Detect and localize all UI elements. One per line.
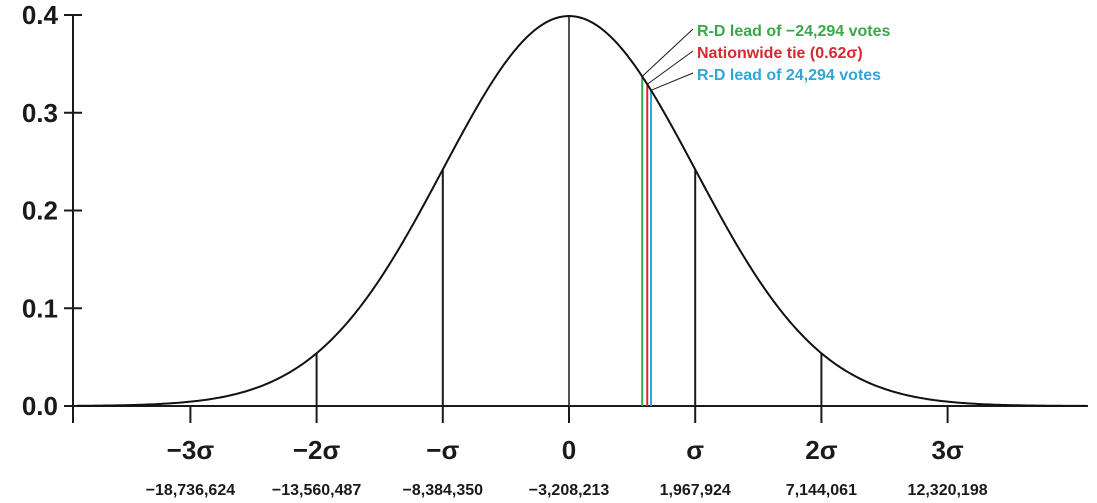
- leader-line: [650, 72, 694, 91]
- sigma-label: 0: [562, 435, 576, 465]
- y-tick-label: 0.2: [22, 196, 58, 226]
- annotation-label: Nationwide tie (0.62σ): [697, 45, 863, 62]
- vote-margin-label: 1,967,924: [660, 482, 731, 499]
- vote-margin-label: −18,736,624: [146, 482, 236, 499]
- y-axis-ticks: 0.0 0.1 0.2 0.3 0.4: [22, 0, 82, 421]
- sigma-label: σ: [686, 435, 704, 465]
- sigma-drop-lines: [315, 16, 823, 406]
- annotation-label: R-D lead of −24,294 votes: [697, 23, 891, 40]
- vote-margin-label: −13,560,487: [272, 482, 362, 499]
- y-tick-label: 0.1: [22, 293, 58, 323]
- vote-margin-label: 7,144,061: [786, 482, 857, 499]
- vote-margin-label: −8,384,350: [403, 482, 484, 499]
- normal-curve: [76, 15, 1087, 407]
- annotations: R-D lead of −24,294 votes Nationwide tie …: [641, 23, 891, 91]
- leader-line: [641, 28, 694, 77]
- y-tick-label: 0.4: [22, 0, 59, 30]
- y-tick-label: 0.0: [22, 391, 58, 421]
- reference-lines: [641, 76, 653, 406]
- sigma-label: −σ: [426, 435, 459, 465]
- sigma-label: −2σ: [293, 435, 341, 465]
- annotation-label: R-D lead of 24,294 votes: [697, 67, 881, 84]
- vote-margin-label: −3,208,213: [529, 482, 610, 499]
- sigma-label: −3σ: [167, 435, 215, 465]
- sigma-label: 3σ: [931, 435, 963, 465]
- x-axis-ticks: −3σ −18,736,624 −2σ −13,560,487 −σ −8,384,350…: [146, 406, 988, 499]
- y-tick-label: 0.3: [22, 98, 58, 128]
- sigma-label: 2σ: [805, 435, 837, 465]
- vote-margin-label: 12,320,198: [908, 482, 988, 499]
- leader-line: [646, 50, 694, 85]
